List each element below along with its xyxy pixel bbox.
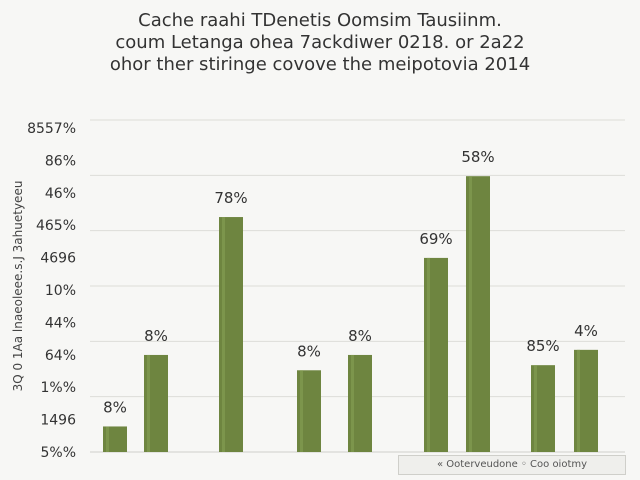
y-tick-label: 64% bbox=[45, 348, 76, 364]
y-axis-label: 3Q 0 1Aa lnaeoleee.s.J 3ahuetyeeu bbox=[11, 181, 25, 392]
bar-highlight bbox=[577, 349, 580, 452]
chart-title-line-3: ohor ther stiringe covove the meipotovia… bbox=[109, 54, 531, 75]
bar-highlight bbox=[534, 365, 537, 452]
y-tick-label: 8557% bbox=[27, 121, 76, 137]
bar-value-label: 8% bbox=[103, 398, 127, 416]
y-tick-label: 10% bbox=[45, 283, 76, 299]
y-tick-label: 4696 bbox=[40, 251, 76, 267]
bar-highlight bbox=[300, 370, 303, 452]
bar-value-label: 69% bbox=[419, 230, 452, 248]
bar-value-label: 8% bbox=[348, 327, 372, 345]
bar-value-label: 4% bbox=[574, 322, 598, 340]
bar-highlight bbox=[147, 354, 150, 452]
y-tick-label: 5%% bbox=[40, 445, 76, 461]
bar-highlight bbox=[469, 176, 472, 452]
chart-title-block: Cache raahi TDenetis Oomsim Tausiinm. co… bbox=[0, 10, 640, 76]
bar-value-label: 58% bbox=[461, 148, 494, 166]
y-tick-label: 465% bbox=[36, 218, 76, 234]
y-tick-label: 1496 bbox=[40, 413, 76, 429]
bar-highlight bbox=[351, 354, 354, 452]
chart-area: 8557% 86% 46% 465% 4696 10% 44% 64% 1%% 1496 5%% 3Q… bbox=[0, 100, 640, 480]
bar-chart: 8557% 86% 46% 465% 4696 10% 44% 64% 1%% 1496 5%% 3Q… bbox=[11, 119, 625, 461]
y-tick-label: 46% bbox=[45, 186, 76, 202]
y-tick-label: 1%% bbox=[40, 380, 76, 396]
chart-title-line-1: Cache raahi TDenetis Oomsim Tausiinm. bbox=[138, 10, 502, 31]
bar-highlight bbox=[106, 426, 109, 452]
bar-value-label: 8% bbox=[297, 342, 321, 360]
bar-value-label: 78% bbox=[214, 189, 247, 207]
chart-title-line-2: coum Letanga ohea 7ackdiwer 0218. or 2a2… bbox=[115, 32, 525, 53]
y-tick-label: 86% bbox=[45, 153, 76, 169]
bar-highlight bbox=[427, 257, 430, 452]
bar-value-label: 85% bbox=[526, 337, 559, 355]
chart-legend: « Ooterveudone ◦ Coo oiotmy bbox=[398, 455, 626, 475]
bar-highlight bbox=[222, 217, 225, 452]
y-tick-label: 44% bbox=[45, 315, 76, 331]
bar-value-label: 8% bbox=[144, 327, 168, 345]
